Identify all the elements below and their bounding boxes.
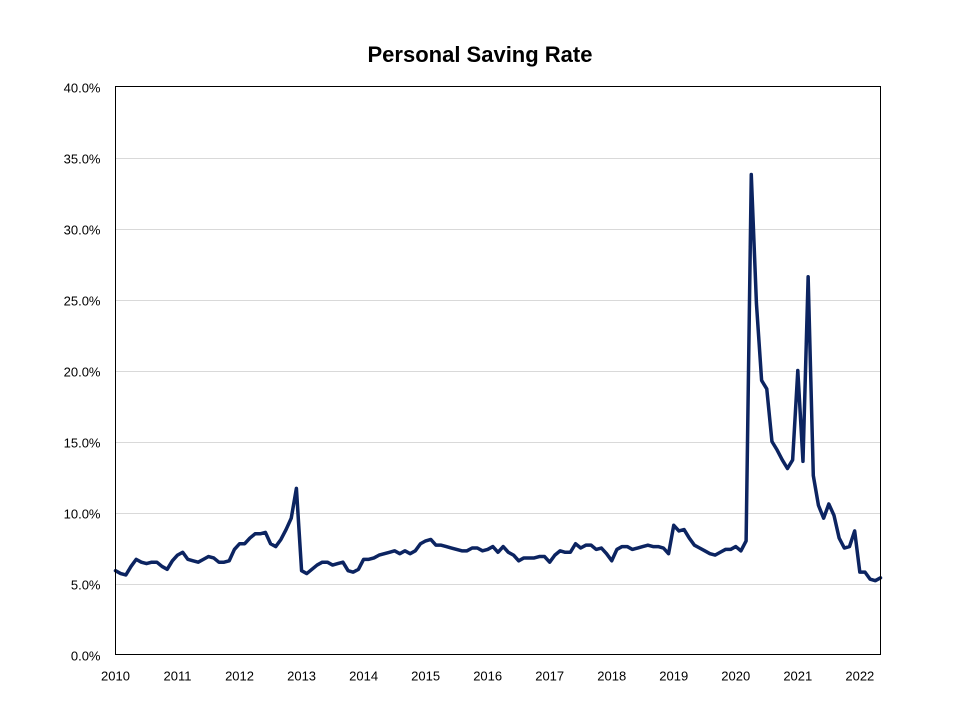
x-tick-label: 2014	[349, 669, 378, 684]
series-line	[113, 172, 883, 583]
y-tick-label: 35.0%	[64, 152, 101, 167]
y-tick-label: 10.0%	[64, 507, 101, 522]
x-tick-label: 2020	[721, 669, 750, 684]
x-axis-tick-labels: 2010 2011 2012 2013 2014 2015 2016 2017 2018 2019…	[101, 669, 874, 684]
x-tick-label: 2013	[287, 669, 316, 684]
y-tick-label: 20.0%	[64, 365, 101, 380]
x-tick-label: 2016	[473, 669, 502, 684]
x-tick-label: 2012	[225, 669, 254, 684]
x-tick-label: 2018	[597, 669, 626, 684]
x-tick-label: 2019	[659, 669, 688, 684]
series-layer	[113, 172, 883, 583]
y-tick-label: 5.0%	[71, 578, 101, 593]
gridlines	[115, 158, 881, 585]
y-tick-label: 15.0%	[64, 436, 101, 451]
y-tick-label: 30.0%	[64, 223, 101, 238]
x-tick-label: 2021	[783, 669, 812, 684]
x-tick-label: 2011	[164, 669, 192, 684]
y-tick-label: 40.0%	[64, 81, 101, 96]
x-tick-label: 2022	[845, 669, 874, 684]
x-tick-label: 2010	[101, 669, 130, 684]
x-tick-label: 2015	[411, 669, 440, 684]
x-tick-label: 2017	[535, 669, 564, 684]
y-axis-tick-labels: 0.0% 5.0% 10.0% 15.0% 20.0% 25.0% 30.0% 35.0% 40…	[64, 81, 101, 664]
y-tick-label: 0.0%	[71, 649, 101, 664]
y-tick-label: 25.0%	[64, 294, 101, 309]
chart-title: Personal Saving Rate	[368, 42, 593, 67]
plot-area-border	[115, 86, 881, 655]
